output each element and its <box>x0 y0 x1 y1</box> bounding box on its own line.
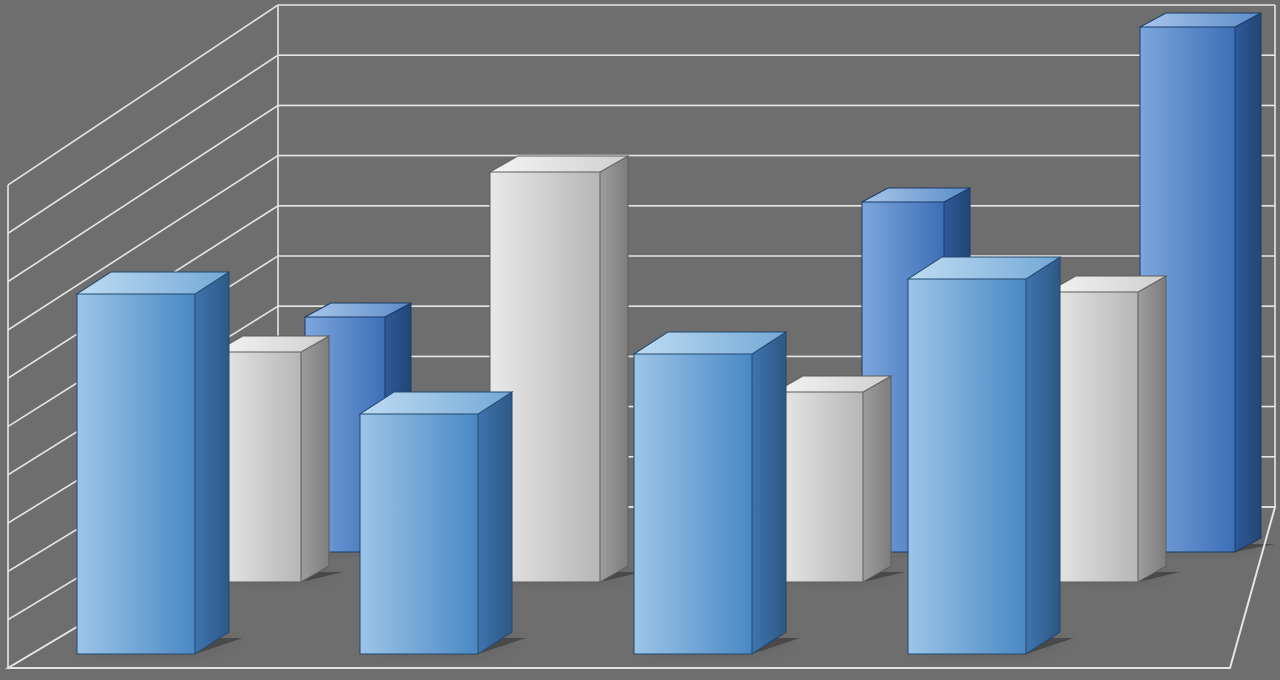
bar-side-face <box>863 376 891 582</box>
bar-side-face <box>301 336 329 582</box>
bar-front-group1 <box>77 272 243 654</box>
bar-side-face <box>1235 13 1261 552</box>
bar-side-face <box>1026 257 1060 654</box>
bar-side-face <box>752 332 786 654</box>
bar-front-group3 <box>634 332 800 654</box>
bar-back-group1 <box>215 336 343 582</box>
bar-side-face <box>478 392 512 654</box>
bar-front-face <box>634 354 752 654</box>
bar-front-face <box>77 294 195 654</box>
bar-front-face <box>360 414 478 654</box>
bar-front-group2 <box>360 392 526 654</box>
bar-side-face <box>195 272 229 654</box>
bar-back-group3 <box>775 376 905 582</box>
bar-front-face <box>775 392 863 582</box>
bar-front-face <box>1048 292 1138 582</box>
bar-back-group2 <box>490 156 642 582</box>
bar-chart-3d <box>0 0 1280 680</box>
bar-back-group4 <box>1048 276 1180 582</box>
bar-front-face <box>908 279 1026 654</box>
bar-side-face <box>1138 276 1166 582</box>
bar-side-face <box>600 156 628 582</box>
bar-front-group4 <box>908 257 1074 654</box>
